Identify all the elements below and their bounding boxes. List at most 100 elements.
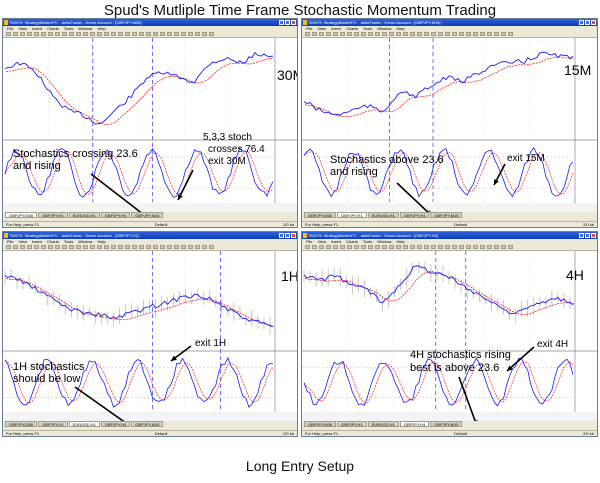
toolbar-button[interactable] xyxy=(160,245,165,249)
toolbar-button[interactable] xyxy=(202,32,207,36)
toolbar-button[interactable] xyxy=(473,245,478,249)
toolbar-button[interactable] xyxy=(13,245,18,249)
toolbar-button[interactable] xyxy=(445,245,450,249)
chart-tab[interactable]: GBPJPY,M15 xyxy=(131,212,164,218)
toolbar-button[interactable] xyxy=(508,32,513,36)
toolbar-button[interactable] xyxy=(6,245,11,249)
toolbar-button[interactable] xyxy=(375,32,380,36)
close-button[interactable] xyxy=(591,233,596,238)
toolbar-button[interactable] xyxy=(459,245,464,249)
menu-item-tools[interactable]: Tools xyxy=(362,26,373,31)
toolbar-button[interactable] xyxy=(195,32,200,36)
toolbar-button[interactable] xyxy=(312,32,317,36)
menu-item-help[interactable]: Help xyxy=(97,239,106,244)
close-button[interactable] xyxy=(591,20,596,25)
toolbar-button[interactable] xyxy=(452,245,457,249)
toolbar-button[interactable] xyxy=(153,245,158,249)
toolbar-button[interactable] xyxy=(312,245,317,249)
menu-item-insert[interactable]: Insert xyxy=(331,26,342,31)
menu-item-window[interactable]: Window xyxy=(377,239,392,244)
toolbar-button[interactable] xyxy=(174,32,179,36)
toolbar-button[interactable] xyxy=(62,245,67,249)
minimize-button[interactable] xyxy=(279,20,284,25)
chart-tab[interactable]: EURUSD,H1 xyxy=(367,421,399,427)
toolbar-button[interactable] xyxy=(319,32,324,36)
toolbar-button[interactable] xyxy=(354,245,359,249)
menu-item-tools[interactable]: Tools xyxy=(63,239,74,244)
toolbar-button[interactable] xyxy=(326,32,331,36)
menu-item-tools[interactable]: Tools xyxy=(362,239,373,244)
toolbar-button[interactable] xyxy=(27,245,32,249)
chart-tab[interactable]: EURUSD,H1 xyxy=(68,212,100,218)
chart-tab[interactable]: EURUSD,H1 xyxy=(68,421,100,427)
menu-item-charts[interactable]: Charts xyxy=(47,239,59,244)
menu-item-tools[interactable]: Tools xyxy=(63,26,74,31)
menu-item-charts[interactable]: Charts xyxy=(346,239,358,244)
menu-item-insert[interactable]: Insert xyxy=(32,239,43,244)
minimize-button[interactable] xyxy=(579,233,584,238)
menu-item-charts[interactable]: Charts xyxy=(47,26,59,31)
toolbar-button[interactable] xyxy=(167,245,172,249)
toolbar-button[interactable] xyxy=(319,245,324,249)
toolbar-button[interactable] xyxy=(410,32,415,36)
chart-tab[interactable]: GBPJPY,H4 xyxy=(100,212,131,218)
window-titlebar[interactable]: 750079: StrategyBuilderFX - .deltaTrader… xyxy=(3,232,297,239)
toolbar-button[interactable] xyxy=(361,245,366,249)
toolbar-button[interactable] xyxy=(389,32,394,36)
toolbar-button[interactable] xyxy=(501,32,506,36)
chart-tab[interactable]: EURUSD,H1 xyxy=(367,212,399,218)
close-button[interactable] xyxy=(291,233,296,238)
toolbar-button[interactable] xyxy=(97,245,102,249)
toolbar-button[interactable] xyxy=(466,245,471,249)
toolbar-button[interactable] xyxy=(417,32,422,36)
window-titlebar[interactable]: 750079: StrategyBuilderFX - .deltaTrader… xyxy=(3,19,297,26)
toolbar-button[interactable] xyxy=(104,32,109,36)
toolbar-button[interactable] xyxy=(202,245,207,249)
menu-item-file[interactable]: File xyxy=(306,26,313,31)
menu-item-help[interactable]: Help xyxy=(396,26,405,31)
toolbar-button[interactable] xyxy=(146,245,151,249)
toolbar-button[interactable] xyxy=(417,245,422,249)
chart-tab[interactable]: GBPJPY,M30 xyxy=(304,421,337,427)
toolbar-button[interactable] xyxy=(118,245,123,249)
chart-tab[interactable]: GBPJPY,H1 xyxy=(38,212,68,218)
toolbar-button[interactable] xyxy=(153,32,158,36)
minimize-button[interactable] xyxy=(579,20,584,25)
maximize-button[interactable] xyxy=(285,233,290,238)
toolbar-button[interactable] xyxy=(403,245,408,249)
toolbar-button[interactable] xyxy=(20,32,25,36)
toolbar-button[interactable] xyxy=(494,32,499,36)
toolbar-button[interactable] xyxy=(69,245,74,249)
toolbar-button[interactable] xyxy=(181,245,186,249)
toolbar-button[interactable] xyxy=(55,245,60,249)
toolbar-button[interactable] xyxy=(34,245,39,249)
chart-tab[interactable]: GBPJPY,M15 xyxy=(430,212,463,218)
menu-item-help[interactable]: Help xyxy=(97,26,106,31)
toolbar-button[interactable] xyxy=(6,32,11,36)
toolbar-button[interactable] xyxy=(333,245,338,249)
toolbar-button[interactable] xyxy=(48,245,53,249)
toolbar-button[interactable] xyxy=(76,32,81,36)
toolbar-button[interactable] xyxy=(69,32,74,36)
toolbar-button[interactable] xyxy=(445,32,450,36)
toolbar-button[interactable] xyxy=(146,32,151,36)
menu-item-help[interactable]: Help xyxy=(396,239,405,244)
toolbar-button[interactable] xyxy=(368,32,373,36)
menu-item-window[interactable]: Window xyxy=(78,239,93,244)
toolbar-button[interactable] xyxy=(27,32,32,36)
maximize-button[interactable] xyxy=(585,20,590,25)
toolbar-button[interactable] xyxy=(396,245,401,249)
toolbar-button[interactable] xyxy=(90,32,95,36)
menu-item-insert[interactable]: Insert xyxy=(32,26,43,31)
toolbar-button[interactable] xyxy=(305,245,310,249)
chart-tab[interactable]: GBPJPY,H4 xyxy=(399,421,430,427)
toolbar-button[interactable] xyxy=(132,32,137,36)
toolbar-button[interactable] xyxy=(424,245,429,249)
toolbar-button[interactable] xyxy=(375,245,380,249)
toolbar-button[interactable] xyxy=(473,32,478,36)
toolbar-button[interactable] xyxy=(480,32,485,36)
chart-tab[interactable]: GBPJPY,H1 xyxy=(337,212,367,218)
